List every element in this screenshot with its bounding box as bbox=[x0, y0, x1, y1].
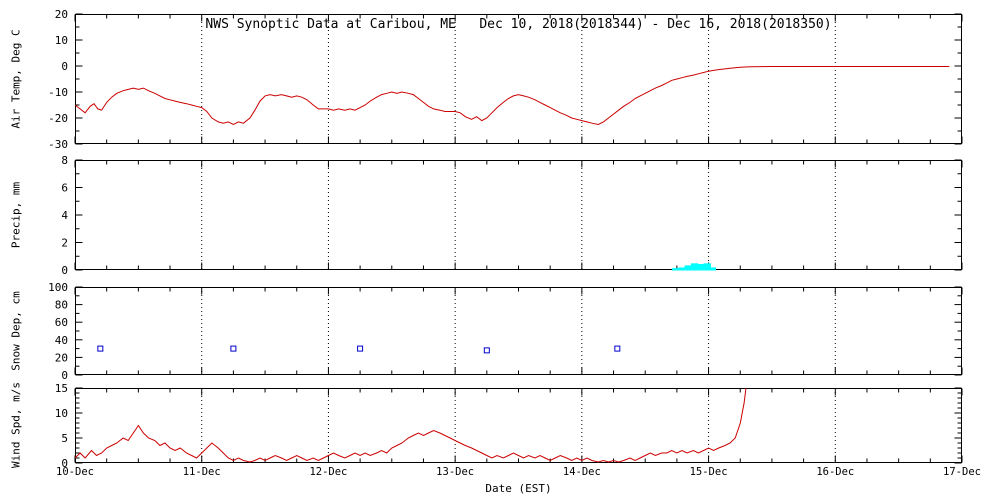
svg-text:-30: -30 bbox=[48, 138, 68, 151]
wind-speed-series bbox=[75, 388, 747, 463]
panel-snow-depth: 0 20 40 60 80 100 bbox=[48, 281, 963, 382]
svg-text:15: 15 bbox=[55, 382, 68, 395]
svg-text:80: 80 bbox=[55, 299, 68, 312]
chart-title: NWS Synoptic Data at Caribou, ME Dec 10,… bbox=[205, 17, 832, 32]
tick-marks bbox=[74, 286, 963, 376]
x-tick-label: 17-Dec bbox=[943, 466, 981, 478]
day-gridlines bbox=[201, 388, 836, 463]
panel-precip: 0 2 4 6 8 bbox=[61, 154, 963, 277]
panel-frame bbox=[75, 160, 962, 270]
x-axis-ticks: 10-Dec 11-Dec 12-Dec 13-Dec 14-Dec 15-Dec 16-D… bbox=[0, 466, 1000, 480]
svg-text:0: 0 bbox=[61, 369, 68, 382]
svg-text:-10: -10 bbox=[48, 86, 68, 99]
tick-marks bbox=[74, 159, 963, 271]
ylabel-air-temp: Air Temp, Deg C bbox=[9, 29, 23, 129]
day-gridlines bbox=[201, 287, 836, 375]
y-tick-labels: -30 -20 -10 0 10 20 bbox=[48, 8, 68, 151]
x-tick-label: 16-Dec bbox=[816, 466, 855, 478]
panel-wind-speed: 0 5 10 15 bbox=[55, 382, 963, 470]
x-tick-label: 14-Dec bbox=[562, 466, 601, 478]
svg-text:-20: -20 bbox=[48, 112, 68, 125]
ylabel-snow-depth: Snow Dep, cm bbox=[9, 291, 23, 371]
svg-text:4: 4 bbox=[61, 209, 68, 222]
svg-text:40: 40 bbox=[55, 334, 68, 347]
x-tick-label: 13-Dec bbox=[436, 466, 475, 478]
day-gridlines bbox=[201, 14, 836, 144]
svg-text:8: 8 bbox=[61, 154, 68, 167]
tick-marks bbox=[74, 387, 963, 464]
svg-text:2: 2 bbox=[61, 237, 68, 250]
panel-frame bbox=[75, 388, 962, 463]
y-tick-labels: 0 20 40 60 80 100 bbox=[48, 281, 68, 382]
ylabel-precip: Precip, mm bbox=[9, 181, 23, 249]
y-tick-labels: 0 5 10 15 bbox=[55, 382, 68, 470]
x-tick-label: 10-Dec bbox=[56, 466, 94, 478]
x-tick-label: 11-Dec bbox=[182, 466, 221, 478]
svg-text:6: 6 bbox=[61, 182, 68, 195]
svg-text:0: 0 bbox=[61, 60, 68, 73]
y-tick-labels: 0 2 4 6 8 bbox=[61, 154, 68, 277]
x-axis-label: Date (EST) bbox=[485, 482, 552, 495]
svg-text:0: 0 bbox=[61, 264, 68, 277]
day-gridlines bbox=[201, 160, 836, 270]
svg-text:60: 60 bbox=[55, 316, 68, 329]
svg-text:20: 20 bbox=[55, 351, 68, 364]
svg-text:10: 10 bbox=[55, 407, 68, 420]
panel-air-temp: -30 -20 -10 0 10 20 bbox=[48, 8, 963, 151]
panel-frame bbox=[75, 14, 962, 144]
svg-text:5: 5 bbox=[61, 432, 68, 445]
precip-bars bbox=[671, 263, 717, 271]
svg-text:100: 100 bbox=[48, 281, 68, 294]
air-temp-series bbox=[75, 66, 950, 126]
svg-text:10: 10 bbox=[55, 34, 68, 47]
tick-marks bbox=[74, 13, 963, 145]
snow-depth-markers bbox=[97, 345, 621, 354]
ylabel-wind-speed: Wind Spd, m/s bbox=[9, 381, 23, 469]
x-tick-label: 12-Dec bbox=[309, 466, 348, 478]
x-tick-label: 15-Dec bbox=[689, 466, 728, 478]
panel-frame bbox=[75, 287, 962, 375]
svg-text:20: 20 bbox=[55, 8, 68, 21]
svg-text:0: 0 bbox=[61, 457, 68, 470]
